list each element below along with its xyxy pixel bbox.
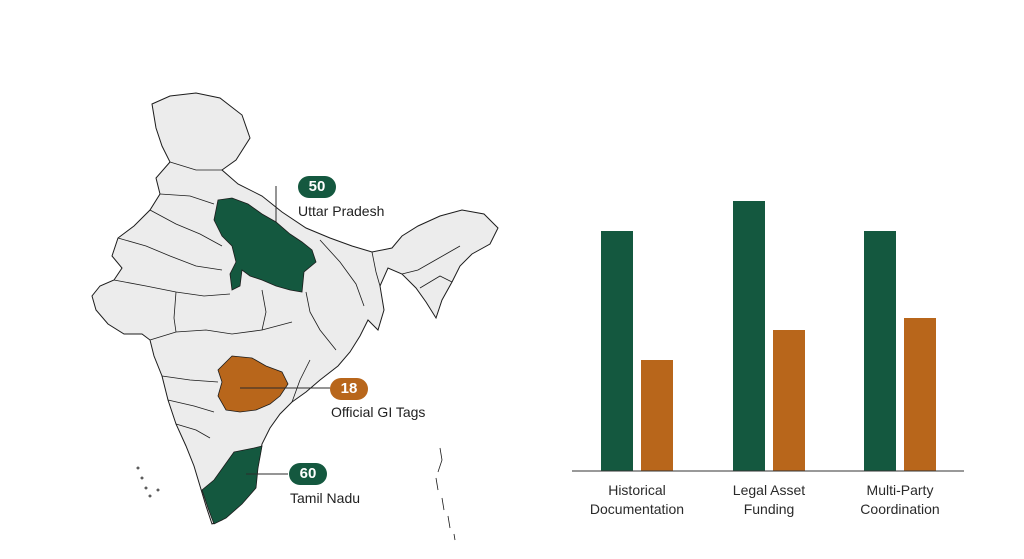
bar-series1-cat3 bbox=[864, 231, 896, 471]
category-label: Multi-Party Coordination bbox=[860, 482, 939, 517]
callout-value-badge: 18 bbox=[330, 378, 368, 400]
callout-label: Uttar Pradesh bbox=[298, 203, 385, 219]
india-map bbox=[91, 92, 499, 541]
callout-value-badge: 50 bbox=[298, 176, 336, 198]
category-label: Historical Documentation bbox=[590, 482, 684, 517]
state-tamil-nadu bbox=[201, 445, 263, 525]
callout-value-badge: 60 bbox=[289, 463, 327, 485]
callout-label: Official GI Tags bbox=[331, 404, 426, 420]
state-telangana bbox=[217, 355, 289, 413]
callout-label: Tamil Nadu bbox=[290, 490, 361, 506]
state-borders bbox=[113, 161, 461, 439]
bar-series1-cat1 bbox=[601, 231, 633, 471]
state-uttar-pradesh bbox=[213, 197, 317, 293]
bar-series2-cat3 bbox=[904, 318, 936, 471]
bar-series1-cat2 bbox=[733, 201, 765, 471]
bar-series2-cat2 bbox=[773, 330, 805, 471]
bar-series2-cat1 bbox=[641, 360, 673, 471]
india-outline bbox=[91, 92, 499, 525]
category-label: Legal Asset Funding bbox=[733, 482, 805, 517]
islands bbox=[136, 447, 456, 541]
